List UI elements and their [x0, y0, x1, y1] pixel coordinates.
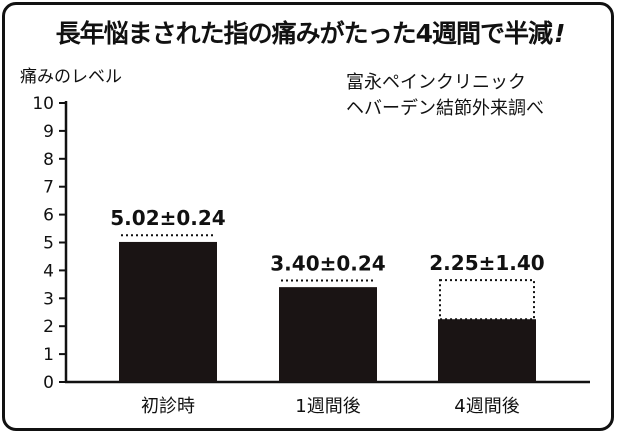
y-axis-label: 痛みのレベル	[20, 67, 122, 87]
category-label-0: 初診時	[141, 396, 195, 417]
bar-1	[279, 287, 377, 382]
data-label-0: 5.02±0.24	[110, 206, 225, 230]
data-label-1: 3.40±0.24	[270, 251, 385, 275]
y-tick-label-1: 1	[43, 345, 54, 365]
y-tick-label-4: 4	[43, 261, 54, 281]
category-label-1: 1週間後	[295, 396, 360, 417]
y-tick-label-3: 3	[43, 289, 54, 309]
category-label-2: 4週間後	[454, 396, 519, 417]
chart-title: 長年悩まされた指の痛みがたった4週間で半減!	[0, 14, 620, 50]
y-tick-label-7: 7	[43, 178, 54, 198]
bar-2	[438, 319, 536, 382]
y-tick-label-10: 10	[32, 94, 54, 114]
data-label-2: 2.25±1.40	[429, 251, 544, 275]
source-line-1: 富永ペインクリニック	[346, 72, 526, 93]
source-line-2: ヘバーデン結節外来調べ	[346, 98, 544, 119]
y-tick-label-2: 2	[43, 317, 54, 337]
error-range-2	[439, 279, 535, 321]
y-tick-label-6: 6	[43, 206, 54, 226]
y-tick-label-0: 0	[43, 373, 54, 393]
y-tick-label-5: 5	[43, 234, 54, 254]
chart-title-text: 長年悩まされた指の痛みがたった4週間で半減	[55, 19, 553, 48]
y-tick-label-8: 8	[43, 150, 54, 170]
y-tick-label-9: 9	[43, 122, 54, 142]
source-note: 富永ペインクリニック ヘバーデン結節外来調べ	[346, 70, 544, 122]
title-exclamation: !	[554, 19, 565, 48]
bar-0	[119, 241, 217, 382]
